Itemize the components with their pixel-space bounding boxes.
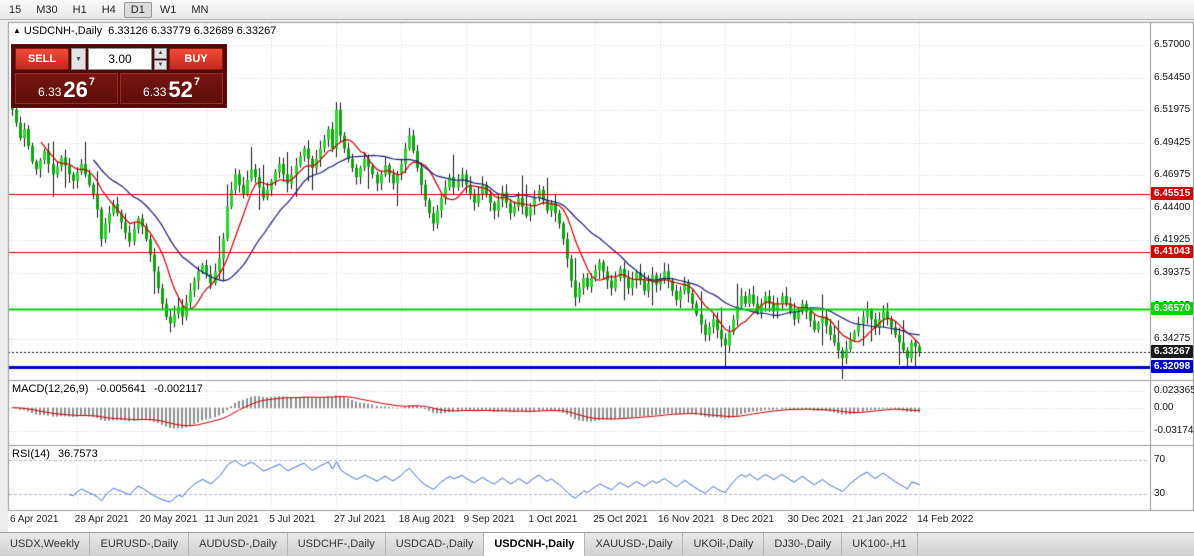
date-axis-label: 25 Oct 2021 [593, 514, 648, 525]
date-axis-label: 8 Dec 2021 [722, 514, 774, 525]
date-axis-label: 30 Dec 2021 [787, 514, 845, 525]
price-level-badge: 6.41043 [1151, 244, 1194, 258]
volume-spinner: ▲ ▼ [154, 48, 167, 70]
date-axis-label: 11 Jun 2021 [204, 514, 259, 525]
one-click-panel-toggle-icon[interactable]: ▲ [13, 26, 21, 35]
macd-indicator-label: MACD(12,26,9) -0.005641 -0.002117 [12, 383, 203, 395]
date-axis-label: 21 Jan 2022 [852, 514, 908, 525]
buy-button[interactable]: BUY [169, 48, 223, 70]
volume-dropdown-button[interactable]: ▼ [71, 48, 86, 70]
trade-prices-row: 6.33 26 7 6.33 52 7 [15, 73, 223, 104]
price-axis-label: 6.39375 [1154, 267, 1191, 279]
timeframe-button-h1[interactable]: H1 [72, 3, 87, 16]
chart-tabs-bar: USDX,Weekly EURUSD-,Daily AUDUSD-,Daily USD… [0, 532, 1194, 556]
price-axis-label: 6.44400 [1154, 202, 1191, 214]
volume-decrease-button[interactable]: ▼ [154, 59, 167, 70]
price-axis-label: 6.46975 [1154, 168, 1191, 180]
timeframe-button-d1[interactable]: D1 [123, 1, 152, 18]
date-axis-label: 1 Oct 2021 [528, 514, 578, 525]
date-axis-label: 6 Apr 2021 [10, 514, 59, 525]
price-level-badge: 6.32098 [1151, 360, 1194, 374]
chart-tab[interactable]: UK100-,H1 [842, 533, 918, 556]
macd-axis-label: 0.023365 [1154, 384, 1194, 396]
sell-price-whole: 6.33 [38, 85, 62, 99]
date-axis-label: 28 Apr 2021 [74, 514, 129, 525]
macd-main-value: -0.005641 [96, 383, 147, 395]
sell-button[interactable]: SELL [15, 48, 69, 70]
macd-signal-value: -0.002117 [154, 383, 203, 395]
sell-price-pips: 26 [63, 77, 88, 102]
timeframe-button-mn[interactable]: MN [191, 3, 209, 16]
timeframe-button-15[interactable]: 15 [9, 3, 22, 16]
chevron-down-icon: ▼ [75, 55, 82, 63]
chart-tab[interactable]: USDCHF-,Daily [288, 533, 386, 556]
chart-tab[interactable]: USDX,Weekly [0, 533, 91, 556]
macd-axis-label: 0.00 [1154, 401, 1174, 413]
buy-price-pips: 52 [168, 77, 193, 102]
current-price-badge: 6.33267 [1151, 345, 1194, 359]
chart-tab[interactable]: USDCAD-,Daily [386, 533, 485, 556]
price-axis-label: 6.54450 [1154, 72, 1191, 83]
rsi-axis-label: 30 [1154, 487, 1166, 499]
date-axis-label: 14 Feb 2022 [917, 514, 974, 525]
chart-tab[interactable]: UKOil-,Daily [683, 533, 765, 556]
chart-tab[interactable]: AUDUSD-,Daily [189, 533, 288, 556]
rsi-name: RSI(14) [12, 448, 50, 460]
rsi-indicator-label: RSI(14) 36.7573 [12, 448, 98, 460]
timeframe-button-h4[interactable]: H4 [101, 3, 116, 16]
price-axis-label: 6.49425 [1154, 137, 1191, 149]
rsi-axis-label: 70 [1154, 454, 1166, 466]
timeframe-button-w1[interactable]: W1 [159, 3, 177, 16]
price-axis-label: 6.57000 [1154, 39, 1191, 50]
date-axis-label: 5 Jul 2021 [269, 514, 316, 525]
date-axis-label: 20 May 2021 [139, 514, 198, 525]
macd-name: MACD(12,26,9) [12, 383, 89, 395]
timeframe-button-m30[interactable]: M30 [36, 3, 58, 16]
price-axis-label: 6.34275 [1154, 333, 1191, 345]
price-axis-label: 6.51975 [1154, 104, 1191, 116]
rsi-value: 36.7573 [57, 448, 98, 460]
date-axis-label: 18 Aug 2021 [398, 514, 455, 525]
macd-axis-label: -0.031745 [1154, 424, 1194, 436]
chart-tab[interactable]: DJ30-,Daily [764, 533, 843, 556]
trade-controls-row: SELL ▼ ▲ ▼ BUY [15, 48, 223, 70]
timeframe-toolbar: 15 M30 H1 H4 D1 W1 MN [0, 0, 1194, 20]
date-axis-label: 9 Sep 2021 [463, 514, 515, 525]
chart-tab[interactable]: USDCNH-,Daily [484, 533, 586, 556]
price-axis-label: 6.41925 [1154, 234, 1191, 246]
buy-price-display[interactable]: 6.33 52 7 [120, 73, 223, 104]
chart-tab[interactable]: EURUSD-,Daily [90, 533, 190, 556]
price-level-badge: 6.36570 [1151, 302, 1194, 316]
price-level-badge: 6.45515 [1151, 186, 1194, 200]
chart-title: ▲ USDCNH-,Daily 6.33126 6.33779 6.32689 6.… [13, 25, 276, 37]
date-axis-label: 27 Jul 2021 [334, 514, 386, 525]
one-click-trading-panel: SELL ▼ ▲ ▼ BUY 6.33 26 7 6.33 52 7 [11, 44, 227, 108]
sell-price-display[interactable]: 6.33 26 7 [15, 73, 118, 104]
buy-price-whole: 6.33 [143, 85, 167, 99]
chart-symbol-period: USDCNH-,Daily [23, 25, 103, 37]
volume-increase-button[interactable]: ▲ [154, 48, 167, 59]
sell-price-pipette: 7 [88, 76, 95, 88]
chart-tab[interactable]: XAUUSD-,Daily [585, 533, 684, 556]
volume-input[interactable] [88, 48, 152, 70]
buy-price-pipette: 7 [193, 76, 200, 88]
date-axis-label: 16 Nov 2021 [658, 514, 715, 525]
chart-ohlc-values: 6.33126 6.33779 6.32689 6.33267 [108, 25, 277, 37]
